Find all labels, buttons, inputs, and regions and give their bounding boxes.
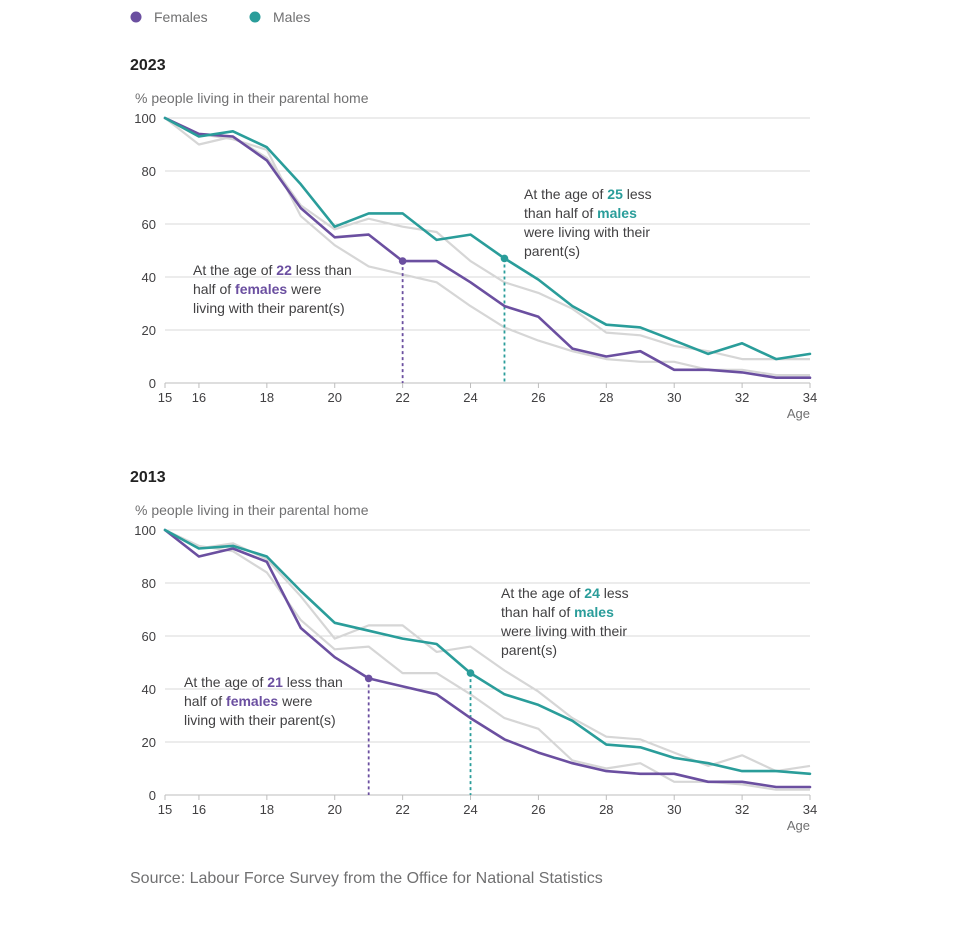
background-series-line-1 <box>164 117 810 377</box>
annotation-text-span: were living with their <box>500 623 627 639</box>
x-tick-label: 24 <box>463 390 477 405</box>
annotation-text-span: were living with their <box>523 224 650 240</box>
annotation-text-span: less <box>600 585 629 601</box>
y-tick-label: 40 <box>142 682 156 697</box>
x-tick-label: 22 <box>395 390 409 405</box>
x-axis-label: Age <box>787 406 810 421</box>
y-tick-label: 0 <box>149 376 156 391</box>
background-series-line-1 <box>164 529 811 773</box>
x-tick-label: 28 <box>599 802 613 817</box>
x-tick-label: 18 <box>260 390 274 405</box>
y-tick-label: 100 <box>134 523 156 538</box>
x-tick-label: 24 <box>463 802 477 817</box>
x-tick-label: 30 <box>667 390 681 405</box>
annotation-text-span: than half of <box>524 205 597 221</box>
x-tick-label: 34 <box>803 802 817 817</box>
annotation-marker-females <box>364 674 373 683</box>
series-line-males <box>163 116 812 361</box>
annotation-marker-females <box>398 257 407 265</box>
x-tick-label: 28 <box>599 390 613 405</box>
x-tick-label: 15 <box>158 390 172 405</box>
chart-title: 2023 <box>130 57 166 74</box>
annotation-text-females: At the age of 22 less than half of female… <box>193 262 352 316</box>
annotation-text-females: At the age of 21 less than half of female… <box>184 674 343 728</box>
x-tick-label: 30 <box>667 802 681 817</box>
y-tick-label: 60 <box>142 217 156 232</box>
annotation-text-span: females <box>226 693 278 709</box>
annotation-text-span: half of <box>184 693 226 709</box>
annotation-text-span: 24 <box>584 585 600 601</box>
legend-label-males: Males <box>273 9 310 25</box>
y-tick-label: 80 <box>142 576 156 591</box>
annotation-marker-males <box>466 669 475 677</box>
y-tick-label: 40 <box>142 270 156 285</box>
x-tick-label: 34 <box>803 390 817 405</box>
annotation-text-span: 22 <box>276 262 292 278</box>
y-axis-label: % people living in their parental home <box>135 90 369 106</box>
chart-panels: 2023 % people living in their parental ho… <box>130 57 817 833</box>
annotation-text-span: females <box>235 281 287 297</box>
annotation-text-span: At the age of <box>184 674 267 690</box>
x-tick-label: 32 <box>735 390 749 405</box>
y-tick-label: 60 <box>142 629 156 644</box>
annotation-text-span: less <box>623 186 652 202</box>
annotation-text-span: were <box>287 281 321 297</box>
x-tick-label: 18 <box>260 802 274 817</box>
x-tick-label: 15 <box>158 802 172 817</box>
y-tick-label: 0 <box>149 788 156 803</box>
annotation-text-males: At the age of 24 less than half of males w… <box>500 585 629 658</box>
annotation-text-span: than half of <box>501 604 574 620</box>
chart-panel-1: 2013 % people living in their parental ho… <box>130 469 817 833</box>
annotation-text-span: At the age of <box>524 186 607 202</box>
legend-swatch-females <box>130 11 142 23</box>
x-tick-label: 20 <box>328 390 342 405</box>
y-axis-label: % people living in their parental home <box>135 502 369 518</box>
annotation-text-span: less than <box>283 674 343 690</box>
annotation-text-span: living with their parent(s) <box>193 300 345 316</box>
chart-panel-0: 2023 % people living in their parental ho… <box>130 57 817 421</box>
annotation-text-span: parent(s) <box>501 642 557 658</box>
x-axis-label: Age <box>787 818 810 833</box>
annotation-text-span: were <box>278 693 312 709</box>
y-tick-label: 20 <box>142 735 156 750</box>
x-tick-label: 32 <box>735 802 749 817</box>
x-tick-label: 26 <box>531 390 545 405</box>
annotation-text-span: At the age of <box>193 262 276 278</box>
x-tick-label: 26 <box>531 802 545 817</box>
x-tick-label: 16 <box>192 802 206 817</box>
x-tick-label: 20 <box>328 802 342 817</box>
annotation-text-males: At the age of 25 less than half of males w… <box>523 186 652 259</box>
chart-title: 2013 <box>130 469 166 486</box>
legend-label-females: Females <box>154 9 208 25</box>
y-tick-label: 80 <box>142 164 156 179</box>
y-tick-label: 20 <box>142 323 156 338</box>
x-tick-label: 16 <box>192 390 206 405</box>
annotation-text-span: parent(s) <box>524 243 580 259</box>
legend-swatch-males <box>249 11 261 23</box>
x-tick-label: 22 <box>395 802 409 817</box>
annotation-marker-males <box>500 254 509 263</box>
annotation-text-span: 21 <box>267 674 283 690</box>
series-line-females <box>163 528 812 789</box>
annotation-text-span: At the age of <box>501 585 584 601</box>
series-line-females <box>163 116 812 380</box>
annotation-text-span: living with their parent(s) <box>184 712 336 728</box>
annotation-text-span: half of <box>193 281 235 297</box>
annotation-text-span: males <box>574 604 614 620</box>
annotation-text-span: males <box>597 205 637 221</box>
annotation-text-span: 25 <box>607 186 623 202</box>
y-tick-label: 100 <box>134 111 156 126</box>
source-note: Source: Labour Force Survey from the Off… <box>130 870 603 887</box>
background-series-line-0 <box>164 117 810 361</box>
legend: Females Males <box>130 9 310 25</box>
series-line-males <box>163 528 812 776</box>
annotation-text-span: less than <box>292 262 352 278</box>
